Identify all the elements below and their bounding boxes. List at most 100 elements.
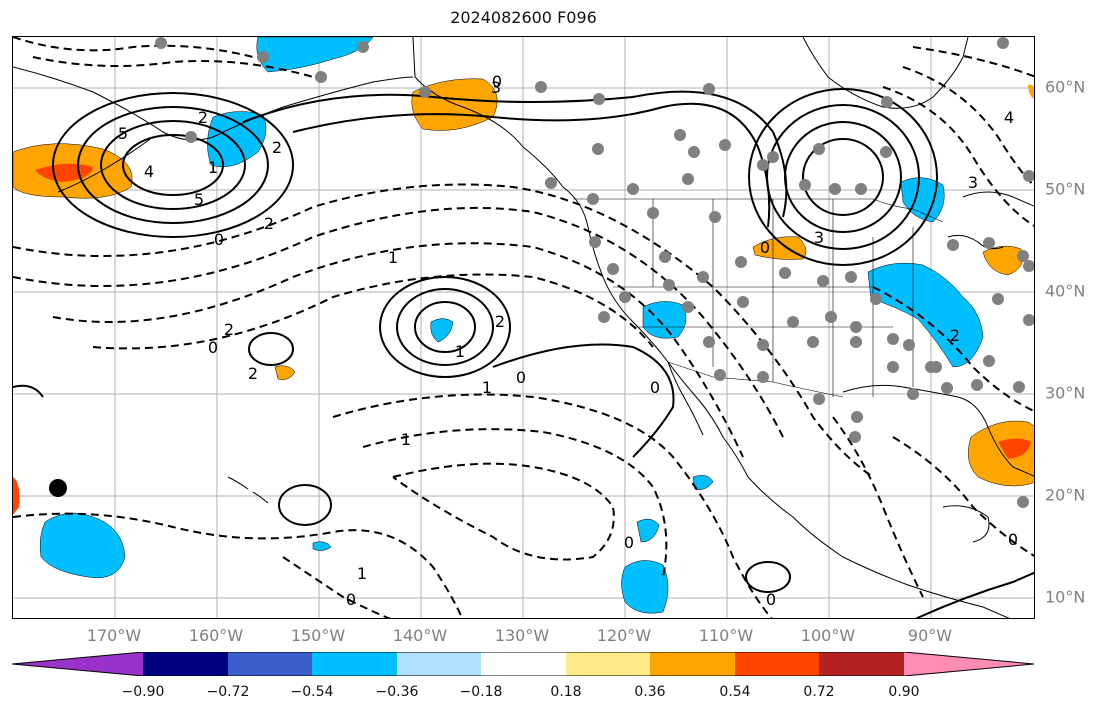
colorbar-tick-label: −0.18 <box>459 684 503 700</box>
solid-contour <box>492 343 675 458</box>
contour-label: 1 <box>482 378 492 397</box>
colorbar-tick-label: 0.36 <box>634 684 666 700</box>
solid-contour <box>414 301 476 353</box>
contour-label: 1 <box>388 248 398 267</box>
contour-label: 0 <box>516 368 526 387</box>
contour-label: 1 <box>208 158 218 177</box>
solid-contour <box>748 88 938 266</box>
lat-label: 50°N <box>1045 179 1086 199</box>
negative-anomaly-area <box>867 262 984 368</box>
colorbar-tick-label: −0.90 <box>121 684 165 700</box>
contour-label: 3 <box>968 173 978 192</box>
colorbar-outline <box>12 652 1035 676</box>
coastlines <box>13 37 1034 618</box>
positive-anomaly-area <box>982 245 1024 276</box>
lon-label: 90°W <box>907 626 953 645</box>
dashed-contour <box>32 56 314 78</box>
negative-anomaly-area <box>207 111 267 168</box>
lon-label: 100°W <box>800 626 856 645</box>
contour-label: 5 <box>194 190 204 209</box>
contour-label: 2 <box>950 326 960 345</box>
dashed-contour <box>832 416 924 598</box>
colorbar-swatch <box>228 652 312 676</box>
dashed-contour <box>882 86 1034 227</box>
solid-contour <box>292 102 771 228</box>
contour-label: 0 <box>214 230 224 249</box>
contour-label: 5 <box>118 124 128 143</box>
negative-anomaly-area <box>692 475 714 490</box>
colorbar-swatch <box>735 652 819 676</box>
dashed-contour <box>362 428 668 578</box>
colorbar-tick-label: −0.36 <box>375 684 419 700</box>
alaska-canada-border <box>412 37 416 78</box>
station-markers <box>155 37 1034 508</box>
colorbar-tick-label: −0.54 <box>290 684 334 700</box>
contour-label: 0 <box>208 338 218 357</box>
contour-label: 0 <box>766 590 776 609</box>
dashed-contour <box>902 66 1034 187</box>
solid-contour <box>396 288 494 366</box>
contour-label: 2 <box>224 320 234 339</box>
contour-label: 1 <box>455 342 465 361</box>
lon-label: 140°W <box>392 626 448 645</box>
alaska-coast <box>13 66 414 141</box>
colorbar-swatch <box>481 652 566 676</box>
solid-contour <box>13 384 44 398</box>
negative-anomaly-area <box>642 301 687 339</box>
dashed-contour <box>892 436 1034 557</box>
lat-label: 30°N <box>1045 383 1086 403</box>
dashed-contour <box>13 512 464 618</box>
lon-label: 110°W <box>698 626 754 645</box>
dashed-contour <box>392 462 615 561</box>
map-panel: 025450212022110010100320334201 <box>12 36 1035 619</box>
filled-anomaly-regions <box>13 37 1034 614</box>
baja-california <box>667 361 704 436</box>
colorbar-swatch <box>312 652 397 676</box>
solid-contour <box>248 332 294 366</box>
negative-anomaly-area <box>256 37 374 73</box>
lon-label: 120°W <box>596 626 652 645</box>
canada-east <box>962 191 1034 207</box>
contour-lines <box>13 88 1034 618</box>
contour-label: 4 <box>144 162 154 181</box>
lat-label: 40°N <box>1045 281 1086 301</box>
contour-label: 2 <box>198 108 208 127</box>
solid-contour <box>77 106 269 224</box>
solid-contour <box>379 276 511 378</box>
colorbar-swatch <box>397 652 481 676</box>
colorbar-swatch <box>566 652 650 676</box>
contour-label: 2 <box>272 138 282 157</box>
graticule <box>13 37 1034 618</box>
contour-label: 2 <box>495 312 505 331</box>
contour-label: 0 <box>346 590 356 609</box>
dashed-contour <box>13 37 254 58</box>
negative-anomaly-area <box>312 541 332 551</box>
colorbar <box>12 652 1035 676</box>
contour-label: 2 <box>248 364 258 383</box>
great-lakes <box>947 234 1004 250</box>
colorbar-tick-label: 0.90 <box>888 684 920 700</box>
contour-label: 4 <box>1004 108 1014 127</box>
positive-anomaly-area <box>1028 84 1034 99</box>
solid-contour <box>122 134 224 196</box>
contour-label: 0 <box>760 238 770 257</box>
contour-label: 2 <box>264 214 274 233</box>
negative-anomaly-area <box>39 512 126 579</box>
contour-label: 3 <box>491 78 501 97</box>
colorbar-swatch <box>819 652 904 676</box>
dashed-contour <box>912 46 1034 78</box>
positive-anomaly-area <box>13 477 20 515</box>
dashed-contour <box>52 242 744 458</box>
lon-label: 130°W <box>494 626 550 645</box>
dashed-contour-lines <box>13 37 1034 618</box>
aleutian-islands <box>57 136 154 193</box>
positive-anomaly-area <box>274 365 296 380</box>
colorbar-swatch <box>650 652 735 676</box>
us-canada-border <box>573 198 944 223</box>
colorbar-tick-label: 0.54 <box>719 684 751 700</box>
solid-contour <box>766 104 920 250</box>
solid-contour <box>52 92 294 238</box>
gulf-coast <box>842 384 1034 477</box>
colorbar-swatch <box>12 652 143 676</box>
negative-anomaly-area <box>636 518 660 543</box>
